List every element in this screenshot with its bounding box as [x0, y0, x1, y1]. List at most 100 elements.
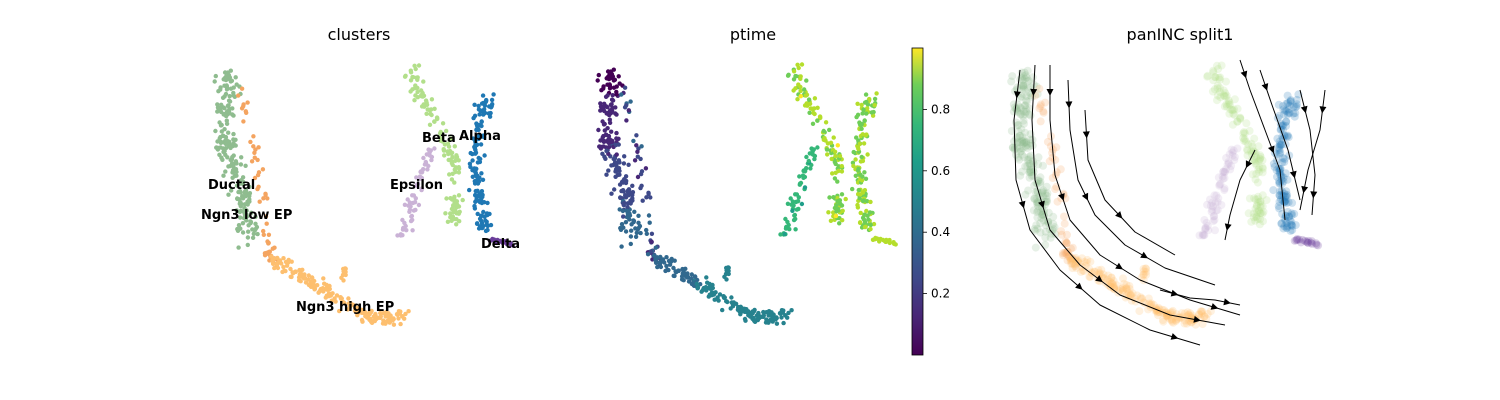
cell-point	[1255, 168, 1264, 176]
cell-point	[495, 237, 500, 243]
cell-point	[883, 239, 889, 244]
cell-point	[834, 209, 839, 214]
cell-point	[1051, 185, 1060, 194]
cell-point	[1201, 224, 1210, 233]
cell-point	[1251, 205, 1260, 213]
cell-point	[1095, 268, 1104, 277]
cell-point	[1251, 175, 1260, 184]
cell-point	[874, 91, 879, 96]
cell-point	[1057, 227, 1066, 236]
cell-point	[1214, 173, 1223, 182]
cell-point	[449, 177, 455, 182]
streamline	[1084, 109, 1176, 256]
cell-point	[479, 119, 484, 125]
cell-point	[616, 74, 621, 79]
cell-point	[1053, 197, 1062, 206]
cell-point	[1126, 290, 1135, 299]
cell-point	[1228, 148, 1237, 157]
cell-point	[239, 86, 245, 91]
cell-point	[1227, 162, 1236, 170]
streamline-arrow	[1268, 145, 1275, 154]
cell-point	[1025, 168, 1034, 177]
cluster-label-ngn3-high-ep: Ngn3 high EP	[296, 300, 394, 315]
cell-point	[862, 224, 868, 230]
cell-point	[1293, 235, 1302, 244]
cell-point	[1015, 155, 1024, 164]
cell-point	[1062, 239, 1071, 248]
cell-point	[1026, 162, 1035, 171]
cell-point	[247, 193, 252, 199]
cell-point	[730, 304, 736, 309]
cell-point	[1225, 109, 1234, 118]
cell-point	[610, 93, 615, 98]
streamline-arrow	[1030, 88, 1038, 96]
cell-point	[792, 212, 798, 218]
cell-point	[830, 171, 835, 176]
cell-point	[212, 79, 217, 84]
cell-point	[1290, 236, 1299, 245]
cell-point	[628, 241, 633, 247]
cell-point	[1026, 166, 1035, 175]
cell-point	[1051, 171, 1060, 180]
cell-point	[1047, 229, 1056, 238]
cell-point	[1292, 95, 1301, 104]
cell-point	[1275, 167, 1284, 176]
cell-point	[1279, 121, 1288, 130]
cell-point	[649, 231, 655, 236]
cell-point	[851, 163, 856, 169]
cell-point	[1278, 158, 1287, 167]
cell-point	[1019, 83, 1028, 92]
cell-point	[772, 317, 777, 322]
cell-point	[1276, 164, 1285, 173]
cell-point	[1010, 137, 1018, 146]
cell-point	[1026, 151, 1035, 160]
cell-point	[299, 271, 304, 277]
streamline-arrow	[1224, 223, 1232, 231]
cell-point	[1110, 285, 1118, 294]
cell-point	[785, 315, 790, 320]
cell-point	[1017, 109, 1026, 118]
cell-point	[1287, 221, 1295, 229]
cell-point	[868, 222, 873, 228]
cell-point	[625, 188, 631, 193]
colorbar-ticks: 0.2 0.4 0.6 0.8	[923, 102, 950, 301]
cell-point	[605, 69, 611, 74]
cell-point	[614, 163, 619, 168]
cell-point	[223, 77, 229, 83]
cell-point	[491, 92, 496, 97]
cell-point	[224, 83, 229, 88]
cell-point	[1103, 275, 1112, 284]
cell-point	[1021, 101, 1030, 110]
cell-point	[607, 137, 613, 142]
cell-point	[865, 106, 870, 111]
cell-point	[726, 268, 731, 274]
cell-point	[275, 265, 281, 271]
cell-point	[859, 154, 864, 160]
cell-point	[1276, 141, 1284, 150]
cell-point	[408, 70, 414, 75]
cell-point	[1142, 267, 1150, 276]
cell-point	[1250, 134, 1259, 143]
cell-point	[1125, 282, 1134, 290]
cell-point	[721, 295, 727, 300]
cell-point	[821, 128, 826, 134]
cell-point	[1061, 237, 1070, 246]
cell-point	[456, 165, 461, 170]
cell-point	[1016, 147, 1025, 156]
ptime-title: ptime	[730, 25, 776, 44]
cell-point	[1223, 160, 1232, 169]
cell-point	[1199, 231, 1208, 240]
cell-point	[289, 274, 294, 280]
cell-point	[402, 316, 407, 321]
cell-point	[1291, 221, 1300, 230]
cell-point	[1082, 258, 1091, 267]
cell-point	[1067, 259, 1076, 268]
cell-point	[445, 141, 451, 146]
cell-point	[1254, 206, 1263, 215]
cell-point	[1034, 199, 1043, 208]
cell-point	[808, 166, 813, 171]
cell-point	[826, 210, 831, 215]
cell-point	[444, 196, 449, 201]
cell-point	[240, 194, 245, 199]
cell-point	[1240, 136, 1249, 145]
